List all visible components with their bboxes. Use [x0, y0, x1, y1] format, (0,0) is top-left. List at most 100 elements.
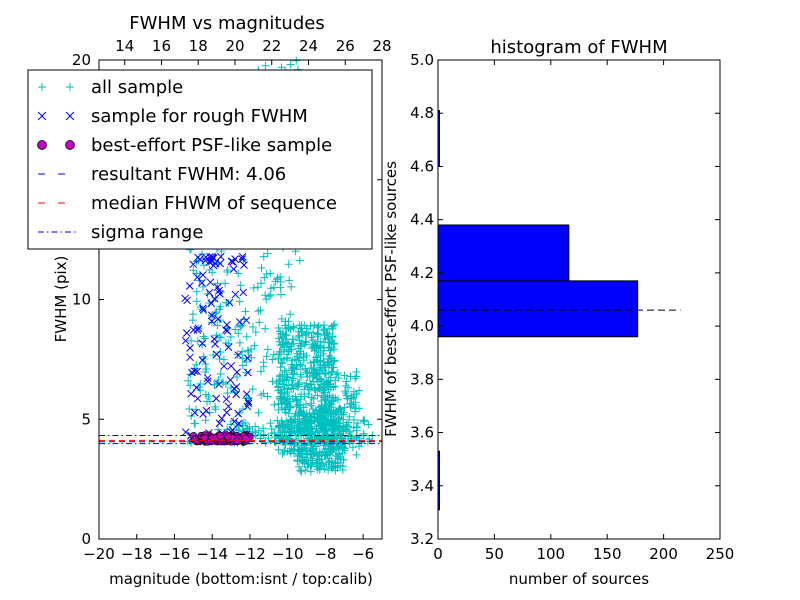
- top-x-tick-label: 20: [225, 37, 244, 55]
- all-sample-point: [334, 374, 343, 383]
- all-sample-point: [286, 310, 295, 319]
- all-sample-point: [294, 462, 303, 471]
- top-x-tick-label: 18: [189, 37, 208, 55]
- rough-fwhm-point: [181, 428, 190, 437]
- all-sample-point: [327, 367, 336, 376]
- all-sample-point: [289, 374, 298, 383]
- x-tick-label: −14: [196, 545, 228, 563]
- all-sample-point: [248, 385, 257, 394]
- rough-fwhm-point: [234, 419, 243, 428]
- y-tick-label: 5: [81, 410, 91, 428]
- all-sample-point: [233, 373, 242, 382]
- all-sample-point: [317, 401, 326, 410]
- all-sample-point: [328, 368, 337, 377]
- all-sample-point: [276, 394, 285, 403]
- legend-entry: sample for rough FWHM: [37, 106, 308, 127]
- all-sample-point: [211, 402, 220, 411]
- rough-fwhm-point: [207, 317, 216, 326]
- all-sample-point: [201, 360, 210, 369]
- rough-fwhm-point: [215, 419, 224, 428]
- y-tick-label: 3.4: [410, 477, 434, 495]
- all-sample-point: [345, 412, 354, 421]
- rough-fwhm-point: [240, 261, 248, 269]
- top-x-tick-label: 24: [299, 37, 318, 55]
- x-tick-label: −18: [121, 545, 153, 563]
- all-sample-point: [259, 424, 268, 433]
- x-tick-label: 0: [433, 545, 443, 563]
- all-sample-point: [300, 412, 309, 421]
- all-sample-point: [322, 426, 331, 435]
- all-sample-point: [212, 308, 221, 317]
- rough-fwhm-point: [190, 367, 199, 376]
- all-sample-point: [325, 352, 334, 361]
- all-sample-point: [320, 448, 329, 457]
- all-sample-point: [248, 322, 257, 331]
- rough-fwhm-point: [198, 304, 207, 313]
- all-sample-point: [284, 260, 293, 269]
- all-sample-point: [296, 324, 305, 333]
- all-sample-point: [293, 397, 302, 406]
- top-x-tick-label: 16: [152, 37, 171, 55]
- all-sample-point: [316, 351, 325, 360]
- rough-fwhm-point: [206, 278, 215, 287]
- all-sample-point: [292, 361, 301, 370]
- top-x-tick-label: 28: [372, 37, 391, 55]
- all-sample-point: [296, 403, 305, 412]
- all-sample-point: [231, 325, 240, 334]
- all-sample-point: [263, 345, 272, 354]
- rough-fwhm-point: [185, 282, 194, 290]
- all-sample-point: [293, 379, 302, 388]
- all-sample-point: [285, 276, 294, 285]
- all-sample-point: [333, 439, 342, 448]
- all-sample-point: [278, 449, 287, 458]
- all-sample-point: [315, 406, 324, 415]
- all-sample-point: [282, 343, 291, 352]
- all-sample-point: [192, 297, 201, 306]
- legend-label: sigma range: [91, 222, 203, 243]
- y-tick-label: 20: [72, 51, 91, 69]
- y-tick-label: 4.6: [410, 157, 434, 175]
- rough-fwhm-point: [216, 252, 225, 261]
- rough-fwhm-point: [226, 376, 235, 384]
- y-tick-label: 3.6: [410, 424, 434, 442]
- all-sample-point: [236, 322, 245, 331]
- all-sample-point: [278, 428, 287, 437]
- rough-fwhm-point: [244, 399, 253, 408]
- all-sample-point: [340, 403, 349, 412]
- all-sample-point: [319, 343, 328, 352]
- all-sample-point: [307, 460, 316, 469]
- all-sample-point: [297, 467, 306, 476]
- all-sample-point: [296, 466, 305, 475]
- all-sample-point: [302, 424, 311, 433]
- rough-fwhm-point: [244, 397, 253, 406]
- all-sample-point: [215, 354, 224, 363]
- rough-fwhm-point: [212, 394, 221, 403]
- all-sample-point: [307, 401, 316, 410]
- x-tick-label: 150: [593, 545, 622, 563]
- scatter-x-ticks: −20 −18 −16 −14 −12 −10 −8 −6: [83, 534, 374, 563]
- all-sample-point: [277, 290, 286, 299]
- all-sample-point: [295, 419, 304, 428]
- all-sample-point: [325, 391, 334, 400]
- all-sample-point: [276, 277, 285, 286]
- all-sample-point: [316, 363, 325, 372]
- rough-fwhm-point: [190, 408, 199, 417]
- all-sample-point: [299, 349, 308, 358]
- all-sample-point: [331, 394, 340, 403]
- all-sample-point: [313, 415, 322, 424]
- y-tick-label: 4.0: [410, 317, 434, 335]
- all-sample-point: [305, 372, 314, 381]
- all-sample-point: [320, 408, 329, 417]
- scatter-title: FWHM vs magnitudes: [129, 13, 324, 34]
- all-sample-point: [238, 361, 247, 370]
- scatter-legend: all sample sample for rough FWHM best-effo…: [27, 69, 373, 250]
- rough-fwhm-point: [189, 326, 198, 334]
- all-sample-point: [257, 279, 266, 288]
- all-sample-point: [295, 256, 304, 265]
- all-sample-point: [223, 266, 232, 275]
- rough-fwhm-point: [238, 255, 247, 263]
- legend-entry: all sample: [38, 77, 183, 98]
- all-sample-point: [301, 364, 310, 373]
- all-sample-point: [216, 369, 225, 378]
- all-sample-point: [315, 374, 324, 383]
